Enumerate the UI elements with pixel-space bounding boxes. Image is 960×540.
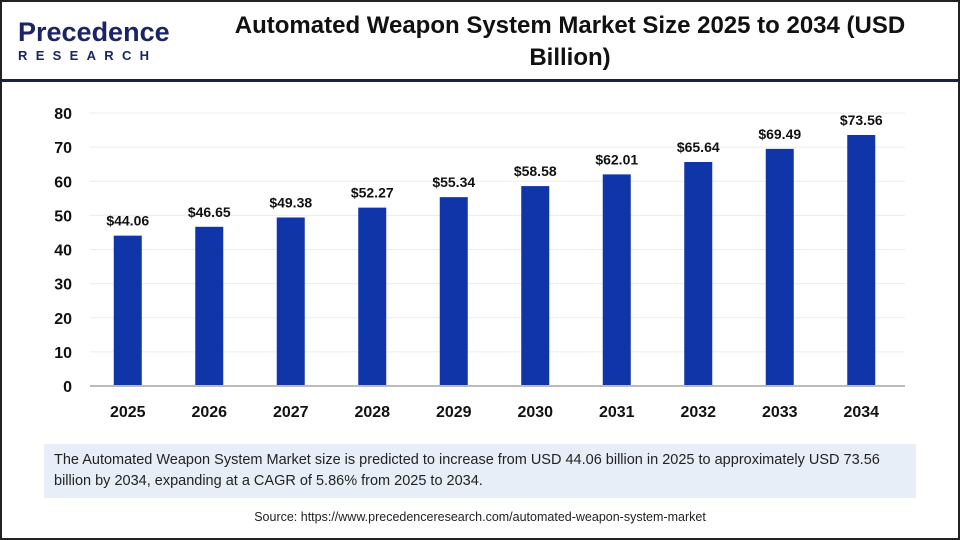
bar bbox=[602, 174, 631, 386]
data-label: $52.27 bbox=[351, 185, 394, 201]
data-label: $46.65 bbox=[188, 204, 231, 220]
y-tick-label: 70 bbox=[54, 140, 72, 157]
bar bbox=[358, 207, 387, 386]
bar bbox=[847, 134, 876, 386]
y-tick-label: 80 bbox=[54, 106, 72, 123]
logo-wordmark: Precedence bbox=[18, 17, 170, 47]
data-label: $55.34 bbox=[432, 174, 475, 190]
bar bbox=[195, 226, 224, 386]
x-tick-label: 2026 bbox=[191, 404, 227, 421]
y-tick-label: 10 bbox=[54, 345, 72, 362]
data-label: $58.58 bbox=[514, 163, 557, 179]
data-label: $62.01 bbox=[595, 151, 638, 167]
bar bbox=[765, 148, 794, 386]
bar bbox=[276, 217, 305, 386]
logo-subtitle: RESEARCH bbox=[18, 48, 158, 63]
x-tick-label: 2029 bbox=[436, 404, 472, 421]
y-tick-label: 50 bbox=[54, 208, 72, 225]
x-tick-label: 2032 bbox=[680, 404, 716, 421]
y-tick-label: 30 bbox=[54, 277, 72, 294]
bar bbox=[521, 186, 550, 386]
x-tick-label: 2034 bbox=[843, 404, 879, 421]
bar bbox=[113, 235, 142, 386]
logo: Precedence RESEARCH bbox=[18, 17, 170, 63]
chart-title: Automated Weapon System Market Size 2025… bbox=[234, 12, 906, 71]
y-tick-label: 20 bbox=[54, 311, 72, 328]
x-tick-label: 2027 bbox=[273, 404, 309, 421]
x-tick-label: 2025 bbox=[110, 404, 146, 421]
bar-chart: 01020304050607080$44.062025$46.652026$49… bbox=[54, 106, 905, 421]
bar bbox=[439, 197, 468, 386]
y-tick-label: 40 bbox=[54, 243, 72, 260]
x-tick-label: 2028 bbox=[354, 404, 390, 421]
data-label: $49.38 bbox=[269, 194, 312, 210]
bar bbox=[684, 162, 713, 386]
data-label: $69.49 bbox=[758, 126, 801, 142]
data-label: $73.56 bbox=[840, 112, 883, 128]
y-tick-label: 60 bbox=[54, 174, 72, 191]
y-tick-label: 0 bbox=[63, 379, 72, 396]
x-tick-label: 2033 bbox=[762, 404, 798, 421]
x-tick-label: 2030 bbox=[517, 404, 553, 421]
source-text: Source: https://www.precedenceresearch.c… bbox=[254, 510, 706, 524]
data-label: $44.06 bbox=[106, 213, 149, 229]
header-divider bbox=[0, 79, 960, 82]
data-label: $65.64 bbox=[677, 139, 720, 155]
x-tick-label: 2031 bbox=[599, 404, 635, 421]
summary-box: The Automated Weapon System Market size … bbox=[44, 444, 916, 498]
